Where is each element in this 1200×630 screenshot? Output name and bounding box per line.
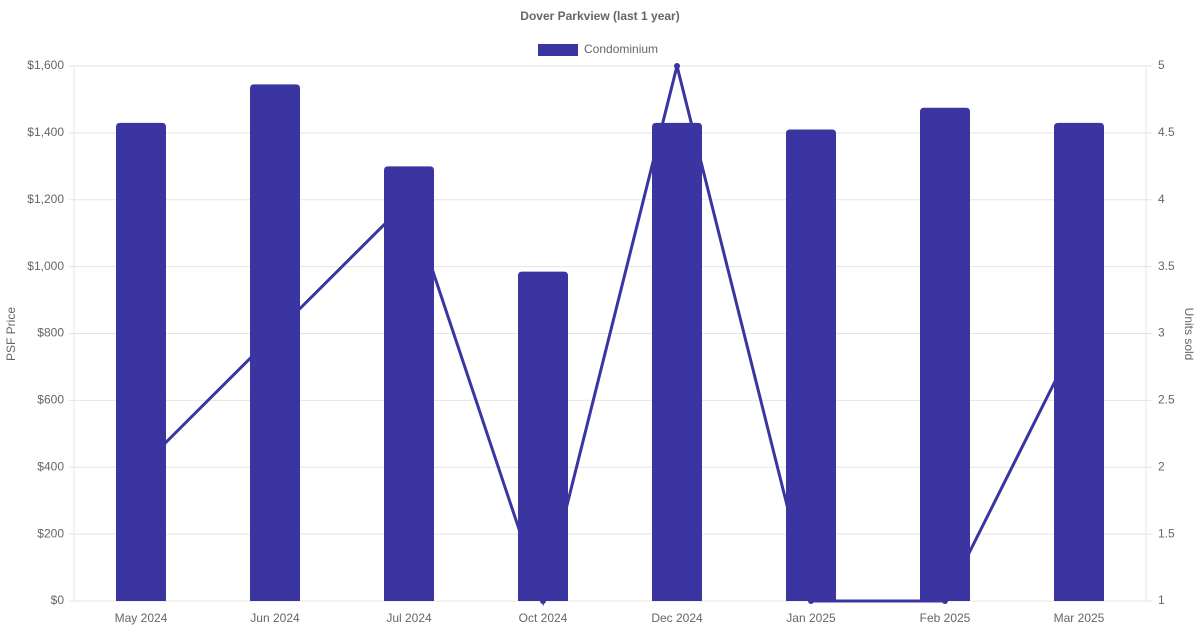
- chart-title: Dover Parkview (last 1 year): [520, 9, 679, 23]
- legend-swatch: [538, 44, 578, 56]
- y-tick-label: $800: [37, 326, 64, 340]
- y2-tick-label: 1.5: [1158, 526, 1175, 540]
- x-tick-label: Feb 2025: [920, 611, 971, 625]
- y-tick-label: $1,600: [27, 58, 64, 72]
- x-tick-label: Dec 2024: [651, 611, 703, 625]
- y-tick-label: $0: [51, 593, 65, 607]
- bar: [786, 129, 836, 601]
- y2-tick-label: 4: [1158, 192, 1165, 206]
- y2-tick-label: 3.5: [1158, 259, 1175, 273]
- x-tick-label: May 2024: [115, 611, 168, 625]
- y-tick-label: $200: [37, 526, 64, 540]
- y2-tick-label: 1: [1158, 593, 1165, 607]
- bar: [920, 107, 970, 601]
- y2-tick-label: 2: [1158, 459, 1165, 473]
- y2-tick-label: 2.5: [1158, 393, 1175, 407]
- y2-tick-label: 5: [1158, 58, 1165, 72]
- bar: [652, 122, 702, 601]
- bar: [518, 271, 568, 601]
- y-tick-label: $1,200: [27, 192, 64, 206]
- bar: [250, 84, 300, 601]
- y-tick-label: $1,000: [27, 259, 64, 273]
- x-tick-label: Jun 2024: [250, 611, 300, 625]
- legend-label[interactable]: Condominium: [584, 42, 658, 56]
- bar: [116, 122, 166, 601]
- y-tick-label: $600: [37, 393, 64, 407]
- y-axis-label: PSF Price: [4, 307, 18, 361]
- x-tick-label: Jul 2024: [386, 611, 432, 625]
- x-tick-label: Oct 2024: [519, 611, 568, 625]
- y2-tick-label: 3: [1158, 326, 1165, 340]
- x-tick-label: Jan 2025: [786, 611, 836, 625]
- y-tick-label: $1,400: [27, 125, 64, 139]
- y-tick-label: $400: [37, 459, 64, 473]
- bar: [384, 166, 434, 601]
- y2-axis-label: Units sold: [1182, 308, 1196, 361]
- line-point: [674, 63, 680, 69]
- bar: [1054, 122, 1104, 601]
- y2-tick-label: 4.5: [1158, 125, 1175, 139]
- x-tick-label: Mar 2025: [1054, 611, 1105, 625]
